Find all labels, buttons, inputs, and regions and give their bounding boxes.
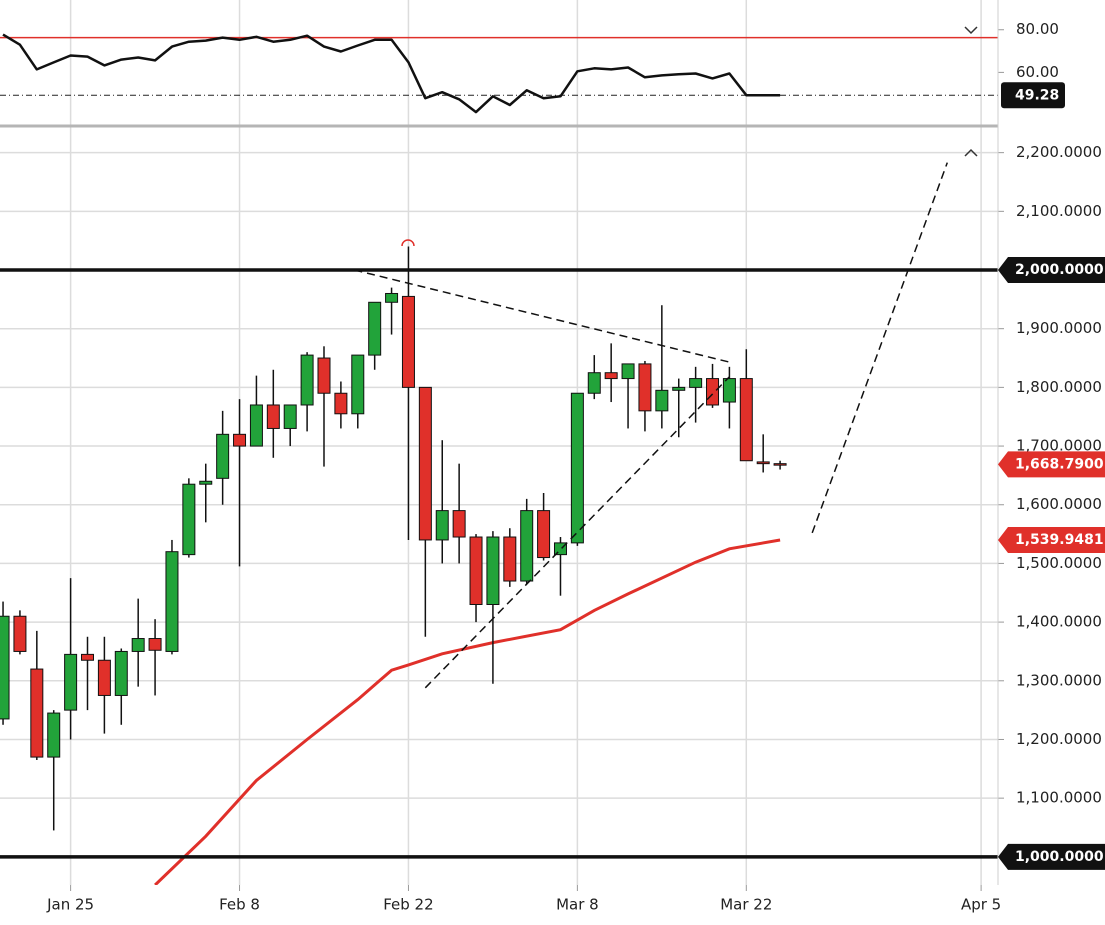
candle-body bbox=[47, 712, 61, 758]
moving-average bbox=[154, 538, 781, 885]
candle-body bbox=[706, 378, 720, 406]
y-tick-label: 2,100.0000 bbox=[1016, 202, 1102, 220]
candle-body bbox=[469, 536, 483, 605]
candle-body bbox=[418, 386, 432, 541]
candle-body bbox=[334, 392, 348, 415]
candle-body bbox=[722, 378, 736, 403]
candle-body bbox=[317, 357, 331, 394]
candle-body bbox=[266, 404, 280, 429]
price-badge bbox=[998, 451, 1105, 478]
candle-body bbox=[385, 292, 399, 303]
current-badge bbox=[1001, 82, 1065, 109]
candle-body bbox=[689, 378, 703, 388]
candle-body bbox=[537, 510, 551, 559]
x-tick-label: Apr 5 bbox=[961, 896, 1001, 914]
rsi-line bbox=[2, 33, 781, 114]
candle-body bbox=[368, 301, 382, 356]
trendline bbox=[424, 376, 730, 689]
candle-body bbox=[216, 433, 230, 479]
y-tick-label: 1,500.0000 bbox=[1016, 554, 1102, 572]
candle-body bbox=[131, 638, 145, 652]
candle-body bbox=[570, 392, 584, 544]
candle-body bbox=[199, 480, 213, 485]
candle-body bbox=[452, 510, 466, 538]
candle-body bbox=[756, 461, 770, 465]
y-tick-label: 1,600.0000 bbox=[1016, 495, 1102, 513]
candle-body bbox=[435, 510, 449, 541]
price-badge bbox=[998, 526, 1105, 553]
candle-body bbox=[587, 372, 601, 394]
candle-body bbox=[182, 483, 196, 556]
candle-body bbox=[81, 653, 95, 661]
x-tick-label: Jan 25 bbox=[46, 896, 94, 914]
candle-body bbox=[13, 615, 27, 652]
high-marker bbox=[401, 239, 415, 247]
candle-body bbox=[672, 386, 686, 391]
y-tick-label: 60.00 bbox=[1016, 63, 1059, 81]
candle-body bbox=[165, 551, 179, 652]
candle-body bbox=[148, 638, 162, 651]
candle-body bbox=[233, 433, 247, 447]
candle-body bbox=[773, 463, 787, 466]
candle-body bbox=[97, 659, 111, 696]
candle-body bbox=[249, 404, 263, 447]
candle-body bbox=[503, 536, 517, 582]
level-label: 2,000.0000 bbox=[1015, 262, 1104, 278]
collapse-icon[interactable] bbox=[964, 26, 978, 35]
candle-body bbox=[300, 354, 314, 406]
candle-body bbox=[401, 295, 415, 388]
y-tick-label: 1,200.0000 bbox=[1016, 730, 1102, 748]
y-tick-label: 1,400.0000 bbox=[1016, 613, 1102, 631]
candle-body bbox=[283, 404, 297, 429]
x-tick-label: Feb 22 bbox=[383, 896, 433, 914]
candle-body bbox=[655, 389, 669, 412]
price-label: 1,668.7900 bbox=[1015, 456, 1104, 472]
x-tick-label: Feb 8 bbox=[219, 896, 260, 914]
y-tick-label: 1,800.0000 bbox=[1016, 378, 1102, 396]
candle-body bbox=[638, 363, 652, 412]
y-tick-label: 1,700.0000 bbox=[1016, 437, 1102, 455]
y-tick-label: 80.00 bbox=[1016, 20, 1059, 38]
current-value-label: 49.28 bbox=[1015, 87, 1059, 103]
level-label: 1,000.0000 bbox=[1015, 849, 1104, 865]
trendline bbox=[811, 162, 949, 534]
candle-body bbox=[64, 653, 78, 711]
x-tick-label: Mar 22 bbox=[720, 896, 772, 914]
candle-body bbox=[739, 378, 753, 462]
candle-body bbox=[114, 650, 128, 696]
x-tick-label: Mar 8 bbox=[556, 896, 599, 914]
candle-body bbox=[0, 615, 10, 720]
candle-body bbox=[520, 510, 534, 582]
candle-body bbox=[351, 354, 365, 415]
candle-body bbox=[604, 372, 618, 380]
y-tick-label: 1,900.0000 bbox=[1016, 319, 1102, 337]
y-tick-label: 1,100.0000 bbox=[1016, 789, 1102, 807]
price-label: 1,539.9481 bbox=[1015, 532, 1104, 548]
candle-body bbox=[621, 363, 635, 380]
level-badge bbox=[998, 843, 1105, 870]
y-tick-label: 2,200.0000 bbox=[1016, 143, 1102, 161]
candle-body bbox=[486, 536, 500, 605]
level-badge bbox=[998, 257, 1105, 284]
candle-body bbox=[30, 668, 44, 758]
candle-body bbox=[553, 542, 567, 556]
expand-icon[interactable] bbox=[964, 148, 978, 157]
y-tick-label: 1,300.0000 bbox=[1016, 671, 1102, 689]
